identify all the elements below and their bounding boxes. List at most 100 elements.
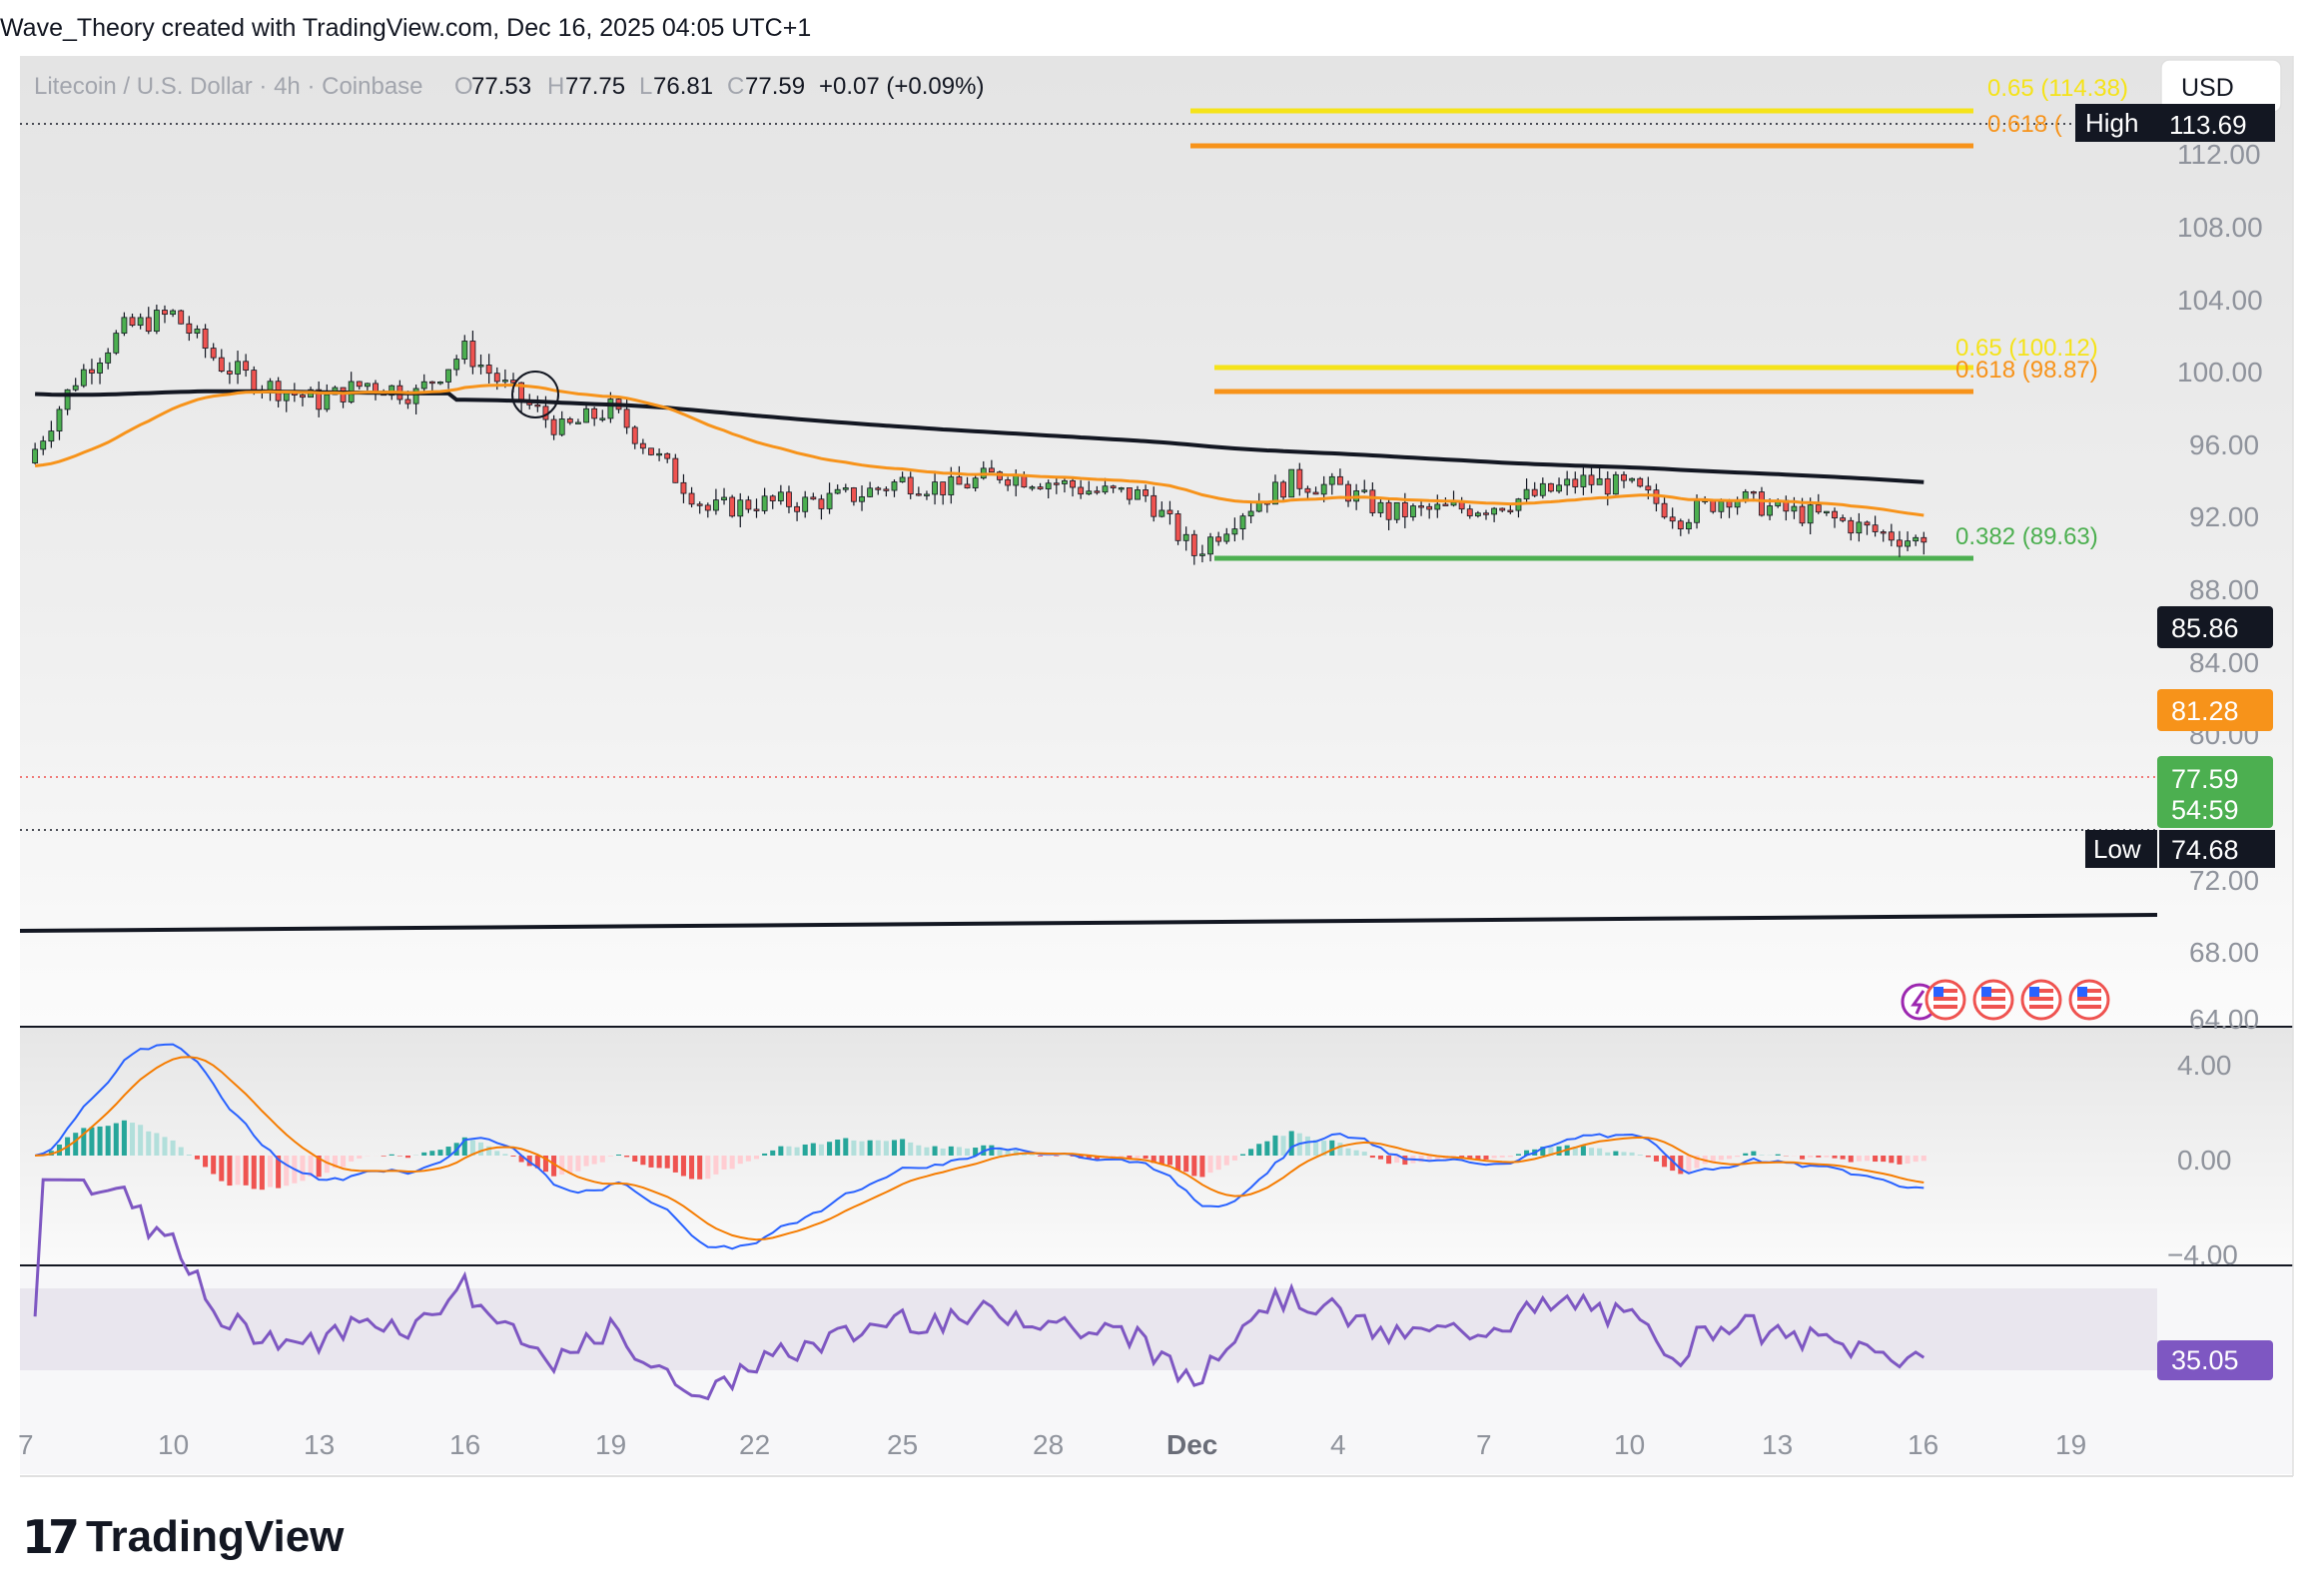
candle-body (761, 495, 768, 511)
time-axis[interactable]: 7 10 13 16 19 22 25 28 Dec 4 7 10 13 16 … (18, 1429, 2086, 1460)
candle-body (1078, 486, 1085, 495)
macd-histogram-bar (1175, 1156, 1181, 1171)
low-badge-label: Low (2093, 834, 2141, 864)
macd-histogram-bar (737, 1156, 743, 1165)
macd-histogram-bar (900, 1139, 906, 1156)
macd-histogram-bar (1800, 1156, 1806, 1160)
macd-histogram-bar (542, 1156, 548, 1173)
candle-body (696, 503, 703, 506)
time-tick: 16 (449, 1429, 480, 1460)
main-pane-background (20, 56, 2293, 1025)
candle-body (769, 495, 776, 501)
macd-histogram-bar (1629, 1152, 1635, 1156)
ema-50-badge: 81.28 (2157, 689, 2273, 731)
macd-histogram-bar (284, 1156, 290, 1187)
candle-body (1856, 521, 1863, 534)
macd-histogram-bar (729, 1156, 735, 1170)
ohlc-legend[interactable]: Litecoin / U.S. Dollar · 4h · Coinbase O… (34, 73, 984, 100)
candle-body (1832, 510, 1838, 519)
macd-histogram-bar (534, 1156, 540, 1169)
symbol-title[interactable]: Litecoin / U.S. Dollar · 4h · Coinbase (34, 73, 423, 100)
macd-histogram-bar (1840, 1156, 1846, 1160)
macd-histogram-bar (1434, 1156, 1440, 1161)
candle-body (218, 357, 225, 372)
currency-button[interactable]: USD (2160, 59, 2282, 113)
candle-body (664, 452, 671, 459)
macd-histogram-bar (203, 1156, 209, 1168)
us-flag-event-icon[interactable] (1925, 979, 1966, 1021)
macd-histogram-bar (73, 1133, 79, 1156)
candle-body (1053, 482, 1060, 485)
candle-body (534, 403, 541, 407)
macd-histogram-bar (575, 1156, 581, 1172)
candle-body (1499, 507, 1506, 511)
macd-histogram-bar (1694, 1156, 1700, 1169)
macd-histogram-bar (211, 1156, 217, 1175)
macd-histogram-bar (1402, 1156, 1408, 1166)
candle-body (1013, 474, 1020, 486)
macd-histogram-bar (680, 1156, 686, 1177)
candle-body (1207, 536, 1213, 555)
macd-histogram-bar (186, 1154, 192, 1156)
macd-histogram-bar (105, 1126, 111, 1156)
time-tick: 25 (887, 1429, 918, 1460)
candle-body (891, 481, 898, 491)
candle-body (1126, 487, 1133, 500)
candle-body (1807, 504, 1814, 524)
candle-body (243, 361, 250, 372)
candle-body (1921, 536, 1927, 543)
candle-body (1823, 510, 1830, 514)
tradingview-logo[interactable]: 17 TradingView (22, 1510, 344, 1564)
fib-label-0.65-lower: 0.65 (100.12) (1955, 335, 2098, 362)
macd-histogram-bar (97, 1126, 103, 1156)
macd-histogram-bar (1127, 1156, 1133, 1160)
candle-body (210, 348, 217, 359)
macd-histogram-bar (429, 1151, 435, 1156)
price-axis[interactable]: 112.00 108.00 104.00 100.00 96.00 92.00 … (2167, 139, 2263, 1270)
macd-histogram-bar (1369, 1156, 1375, 1159)
candle-body (656, 452, 663, 456)
candle-body (1393, 501, 1400, 520)
candle-body (145, 317, 152, 333)
candle-body (842, 487, 849, 490)
macd-histogram-bar (1191, 1156, 1197, 1177)
us-flag-event-icon[interactable] (1972, 979, 2014, 1021)
macd-histogram-bar (1848, 1156, 1854, 1163)
high-badge-value: 113.69 (2169, 110, 2247, 140)
candle-body (1377, 501, 1384, 513)
candle-body (170, 310, 177, 316)
candle-body (639, 442, 646, 449)
event-icons[interactable] (1901, 979, 2110, 1021)
candle-body (1296, 468, 1303, 489)
us-flag-event-icon[interactable] (2068, 979, 2110, 1021)
macd-pane-background (20, 1027, 2293, 1264)
high-value: 77.75 (565, 73, 625, 100)
ema-50-line (34, 383, 1925, 517)
candle-body (1718, 500, 1725, 512)
macd-histogram-bar (559, 1156, 565, 1176)
candle-body (899, 476, 906, 482)
macd-histogram-bar (1856, 1156, 1862, 1162)
candle-body (1686, 521, 1692, 530)
candle-body (1158, 509, 1165, 517)
macd-histogram-bar (1207, 1156, 1213, 1174)
candle-body (1588, 474, 1595, 485)
macd-histogram-bar (551, 1156, 557, 1177)
macd-histogram-bar (146, 1131, 152, 1156)
us-flag-event-icon[interactable] (2020, 979, 2062, 1021)
candle-body (786, 491, 792, 507)
macd-histogram-bar (324, 1156, 330, 1174)
macd-histogram-bar (697, 1156, 703, 1180)
macd-histogram-bar (138, 1125, 144, 1156)
candle-body (1694, 500, 1700, 523)
macd-histogram-bar (1897, 1156, 1903, 1165)
macd-histogram-bar (1288, 1131, 1294, 1156)
price-tick: 68.00 (2189, 937, 2259, 968)
macd-histogram-bar (1038, 1156, 1044, 1157)
candle-body (340, 387, 347, 402)
macd-histogram-bar (632, 1156, 638, 1163)
time-tick: 10 (1614, 1429, 1645, 1460)
candle-body (753, 508, 760, 511)
candle-body (1118, 487, 1125, 490)
